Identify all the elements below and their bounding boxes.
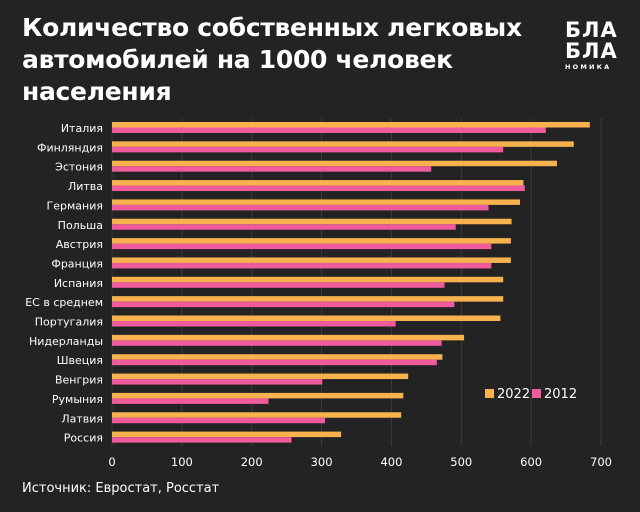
category-label: Испания bbox=[54, 277, 103, 290]
bar-2022 bbox=[112, 141, 574, 147]
category-label: Латвия bbox=[61, 412, 103, 425]
bar-2012 bbox=[112, 166, 432, 172]
legend-swatch-2022 bbox=[485, 389, 494, 398]
bar-2022 bbox=[112, 276, 504, 283]
bar-2012 bbox=[112, 340, 442, 346]
category-label: Литва bbox=[68, 180, 103, 193]
category-label: Финляндия bbox=[37, 141, 103, 154]
x-tick-label: 300 bbox=[311, 455, 333, 469]
logo-line1: БЛА bbox=[565, 18, 618, 42]
bar-2012 bbox=[112, 417, 326, 424]
bar-2012 bbox=[112, 243, 492, 250]
legend-label-2012: 2012 bbox=[544, 387, 577, 402]
bar-2012 bbox=[112, 204, 489, 211]
logo-line3: НОМИКА bbox=[565, 63, 612, 71]
bar-2022 bbox=[112, 373, 409, 380]
category-label: Франция bbox=[51, 257, 103, 270]
bar-2022 bbox=[112, 431, 342, 438]
bar-2022 bbox=[112, 315, 501, 321]
source-note: Источник: Евростат, Росстат bbox=[22, 481, 220, 496]
bar-2012 bbox=[112, 321, 396, 327]
bar-2022 bbox=[112, 354, 443, 360]
bar-2022 bbox=[112, 392, 404, 399]
category-label: Италия bbox=[61, 122, 103, 135]
bar-2022 bbox=[112, 334, 465, 341]
legend-label-2022: 2022 bbox=[497, 387, 530, 402]
category-label: Россия bbox=[64, 432, 103, 445]
bar-2022 bbox=[112, 412, 402, 418]
bar-2012 bbox=[112, 398, 269, 404]
bar-2012 bbox=[112, 262, 492, 269]
x-tick-label: 400 bbox=[380, 455, 402, 469]
bar-2012 bbox=[112, 301, 455, 308]
category-label: Румыния bbox=[52, 393, 103, 406]
bar-2012 bbox=[112, 359, 437, 366]
category-label: ЕС в среднем bbox=[25, 296, 103, 309]
category-label: Германия bbox=[47, 199, 103, 212]
bar-2022 bbox=[112, 238, 511, 244]
x-tick-label: 200 bbox=[241, 455, 263, 469]
bar-2022 bbox=[112, 180, 524, 186]
category-label: Австрия bbox=[56, 238, 103, 251]
category-label: Нидерланды bbox=[29, 335, 103, 348]
bar-2022 bbox=[112, 160, 557, 167]
x-tick-label: 0 bbox=[108, 455, 115, 469]
category-label: Венгрия bbox=[55, 374, 103, 387]
x-tick-label: 500 bbox=[450, 455, 472, 469]
bar-2012 bbox=[112, 127, 546, 133]
logo: БЛА БЛА НОМИКА bbox=[565, 18, 621, 72]
bar-2022 bbox=[112, 199, 520, 205]
logo-line2: БЛА bbox=[565, 39, 618, 63]
legend-swatch-2012 bbox=[532, 389, 541, 398]
bar-2012 bbox=[112, 185, 525, 192]
bar-2022 bbox=[112, 218, 512, 225]
chart-title: Количество собственных легковых автомоби… bbox=[22, 13, 522, 106]
bar-2012 bbox=[112, 437, 292, 443]
bar-2022 bbox=[112, 296, 504, 302]
category-label: Эстония bbox=[55, 161, 103, 174]
bar-2022 bbox=[112, 257, 511, 263]
category-label: Португалия bbox=[35, 316, 103, 329]
x-tick-label: 600 bbox=[520, 455, 542, 469]
bar-2012 bbox=[112, 282, 445, 288]
bar-2012 bbox=[112, 146, 504, 153]
bar-2012 bbox=[112, 379, 323, 385]
bar-2022 bbox=[112, 122, 590, 128]
x-tick-label: 100 bbox=[171, 455, 193, 469]
category-label: Швеция bbox=[57, 354, 103, 367]
bar-2012 bbox=[112, 224, 456, 230]
category-label: Польша bbox=[58, 219, 103, 232]
x-tick-label: 700 bbox=[590, 455, 612, 469]
